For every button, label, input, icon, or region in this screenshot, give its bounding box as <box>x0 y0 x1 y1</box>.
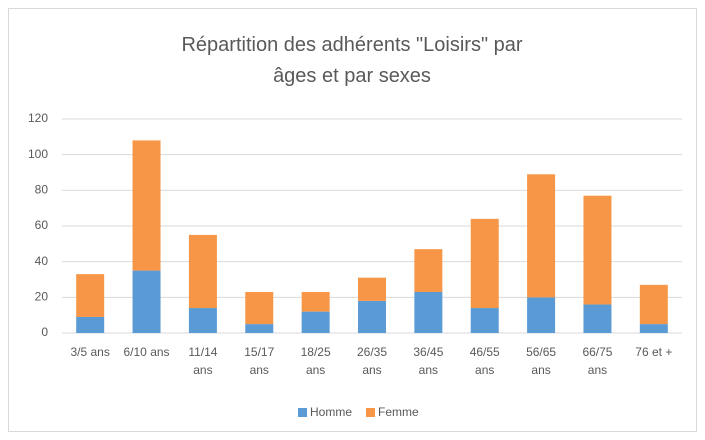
chart-title: Répartition des adhérents "Loisirs" par … <box>181 34 523 87</box>
chart-border <box>8 8 697 432</box>
x-tick-label: 3/5 ans <box>70 345 110 359</box>
y-tick-label: 100 <box>28 147 48 161</box>
bar-segment <box>470 308 499 333</box>
x-tick-label: 46/55 ans <box>469 345 500 377</box>
bar-segment <box>76 274 105 317</box>
y-tick-label: 20 <box>35 290 49 304</box>
bar-segment <box>639 324 668 333</box>
y-tick-label: 60 <box>35 218 49 232</box>
bar-segment <box>583 304 612 333</box>
bar-segment <box>76 316 105 333</box>
bar-segment <box>527 297 556 333</box>
bar-segment <box>245 324 274 333</box>
bar-segment <box>301 291 330 312</box>
bar-segment <box>188 308 217 333</box>
bar-segment <box>414 291 443 333</box>
bar-segment <box>583 195 612 305</box>
y-tick-label: 0 <box>41 325 48 339</box>
bar-segment <box>358 300 386 333</box>
bar-segment <box>414 249 443 292</box>
x-tick-label: 36/45 ans <box>413 345 444 377</box>
bar-segment <box>188 234 217 309</box>
bar-segment <box>639 284 668 325</box>
y-tick-label: 40 <box>35 254 49 268</box>
x-tick-label: 6/10 ans <box>123 345 170 359</box>
bar-segment <box>527 174 556 298</box>
legend-label: Femme <box>378 405 419 419</box>
legend-swatch <box>298 408 307 417</box>
x-tick-label: 11/14 ans <box>188 345 218 377</box>
bar-segment <box>358 277 386 301</box>
legend-swatch <box>366 408 376 417</box>
y-tick-label: 80 <box>35 183 49 197</box>
x-tick-label: 15/17 ans <box>244 345 275 377</box>
x-tick-label: 56/65 ans <box>526 345 557 377</box>
x-tick-label: 18/25 ans <box>300 345 331 377</box>
x-tick-label: 76 et + <box>635 345 673 359</box>
x-tick-label: 66/75 ans <box>582 345 613 377</box>
bar-segment <box>245 291 274 325</box>
bar-segment <box>470 218 499 309</box>
bar-segment <box>132 270 161 333</box>
y-tick-label: 120 <box>28 111 48 125</box>
legend-label: Homme <box>310 405 352 419</box>
bar-segment <box>132 140 161 271</box>
bar-segment <box>301 311 330 333</box>
x-tick-label: 26/35 ans <box>356 345 388 377</box>
